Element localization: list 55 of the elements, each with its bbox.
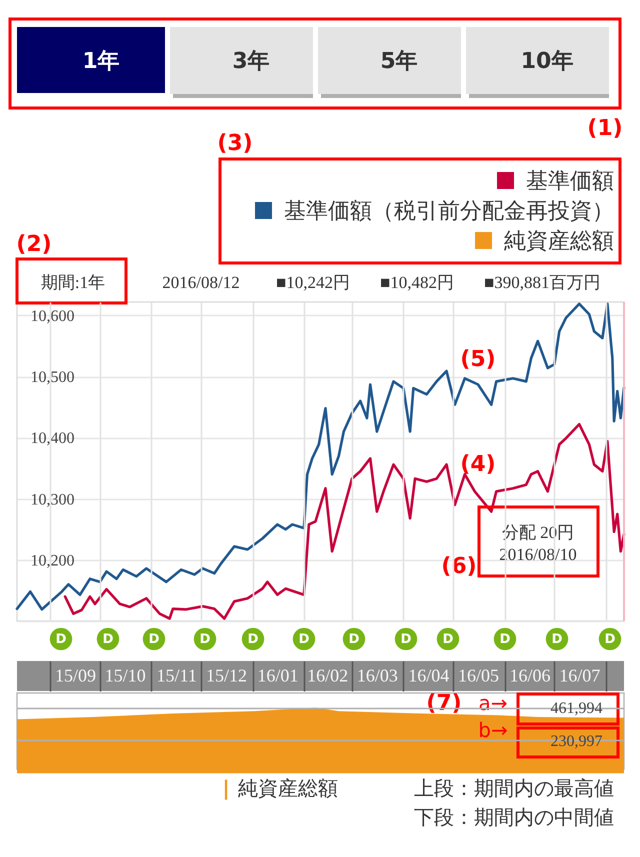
y-tick-label: 10,500: [30, 369, 74, 386]
text: 下段：期間内の中間値: [414, 805, 614, 829]
text: D: [56, 632, 67, 647]
text: ■10,242円: [276, 273, 350, 292]
x-tick-label: 16/01: [257, 666, 298, 686]
text: D: [400, 632, 412, 647]
x-tick-label: 15/10: [104, 666, 146, 686]
text: D: [148, 632, 160, 647]
y-tick-label: 10,600: [30, 308, 74, 325]
text: 純資産総額: [238, 776, 338, 800]
annotation: 2016/08/10: [499, 545, 577, 564]
y-tick-label: 10,300: [30, 491, 74, 508]
x-tick-label: 16/02: [307, 666, 348, 686]
legend-label: 基準価額: [526, 169, 614, 194]
legend-label: 基準価額（税引前分配金再投資）: [284, 199, 614, 224]
text: D: [552, 632, 563, 647]
text: (3): [217, 131, 253, 156]
text: D: [442, 632, 454, 647]
y-tick-label: 461,994: [550, 700, 602, 718]
text: ■10,482円: [380, 273, 454, 292]
y-tick-label: 10,400: [30, 430, 74, 448]
x-tick-label: 15/09: [55, 666, 96, 686]
text: D: [102, 632, 114, 647]
text: 期間:1年: [40, 273, 106, 292]
text: (1): [587, 116, 623, 141]
annotation: (4): [460, 452, 496, 477]
x-tick-label: 16/07: [559, 666, 600, 686]
text: ■390,881百万円: [484, 273, 601, 292]
text: D: [348, 632, 360, 647]
text: 5年: [380, 49, 418, 74]
x-tick-label: 15/11: [156, 666, 197, 686]
annotation: (6): [441, 554, 477, 579]
text: 1年: [82, 49, 120, 74]
x-tick-label: 16/06: [509, 666, 550, 686]
line-series: [16, 302, 626, 611]
text: |: [222, 776, 230, 800]
text: D: [200, 632, 211, 647]
annotation: (5): [460, 347, 496, 372]
text: D: [500, 632, 511, 647]
x-tick-label: 15/12: [206, 666, 247, 686]
text: 10年: [520, 49, 574, 74]
legend-label: 純資産総額: [504, 229, 614, 254]
text: (2): [16, 232, 52, 257]
text: D: [604, 632, 616, 647]
annotation: (7): [426, 691, 462, 716]
text: 3年: [232, 49, 270, 74]
x-tick-label: 16/03: [356, 666, 398, 686]
y-tick-label: 10,200: [30, 552, 74, 570]
x-tick-label: 16/04: [408, 666, 450, 686]
annotation: b→: [478, 718, 508, 742]
text: 上段：期間内の最高値: [414, 776, 614, 800]
text: D: [248, 632, 259, 647]
text: 2016/08/12: [162, 273, 240, 292]
x-tick-label: 16/05: [458, 666, 500, 686]
text: D: [298, 632, 310, 647]
